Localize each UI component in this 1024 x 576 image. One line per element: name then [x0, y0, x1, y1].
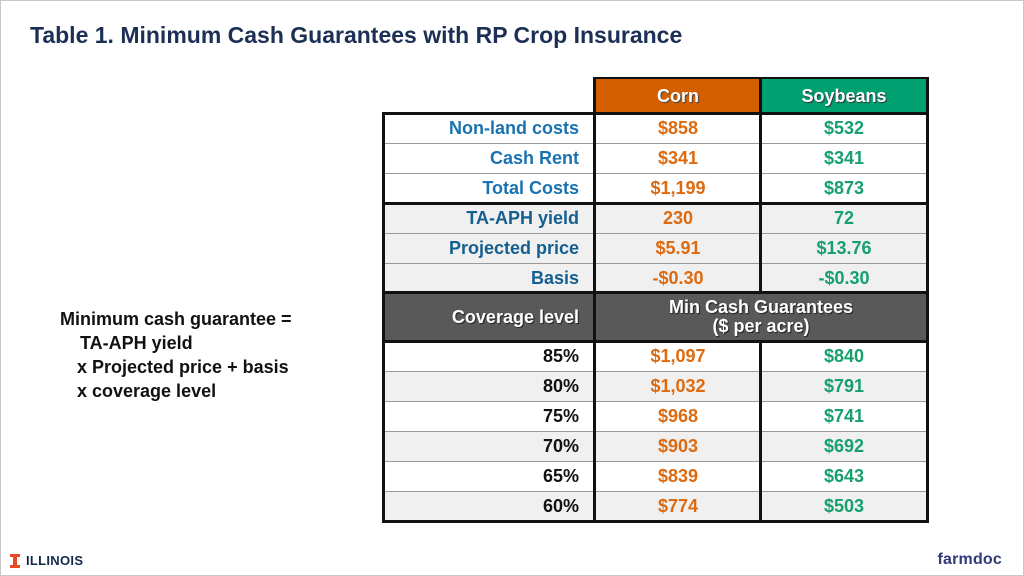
- cell-soy-total-costs: $873: [761, 173, 927, 203]
- cell-soy-projected-price: $13.76: [761, 233, 927, 263]
- formula-line-3: x Projected price + basis: [77, 357, 289, 377]
- illinois-logo: ILLINOIS: [10, 553, 83, 568]
- table-border: [382, 291, 929, 294]
- table-border: [593, 77, 596, 523]
- coverage-level-header: Coverage level: [383, 293, 595, 341]
- cell-corn-non-land-costs: $858: [595, 113, 761, 143]
- coverage-65: 65%: [383, 461, 595, 491]
- row-label-total-costs: Total Costs: [383, 173, 595, 203]
- row-divider: [383, 233, 928, 234]
- row-divider: [383, 401, 928, 402]
- formula-line-4: x coverage level: [77, 381, 217, 401]
- cell-corn-65: $839: [595, 461, 761, 491]
- cell-corn-basis: -$0.30: [595, 263, 761, 293]
- slide-title: Table 1. Minimum Cash Guarantees with RP…: [30, 22, 683, 48]
- column-header-soybeans: Soybeans: [760, 77, 928, 115]
- row-divider: [383, 461, 928, 462]
- cell-corn-80: $1,032: [595, 371, 761, 401]
- row-divider: [383, 173, 928, 174]
- cell-corn-75: $968: [595, 401, 761, 431]
- row-divider: [383, 263, 928, 264]
- cell-corn-60: $774: [595, 491, 761, 521]
- cell-corn-projected-price: $5.91: [595, 233, 761, 263]
- cell-soy-85: $840: [761, 341, 927, 371]
- row-divider: [383, 491, 928, 492]
- row-label-projected-price: Projected price: [383, 233, 595, 263]
- farmdoc-logo: farmdoc: [937, 551, 1002, 568]
- table-border: [382, 520, 929, 523]
- table-border: [382, 112, 385, 523]
- formula-text: Minimum cash guarantee = TA-APH yield x …: [60, 307, 292, 403]
- table-border: [382, 340, 929, 343]
- cell-corn-85: $1,097: [595, 341, 761, 371]
- formula-line-2: TA-APH yield: [80, 333, 193, 353]
- cell-corn-ta-aph-yield: 230: [595, 203, 761, 233]
- coverage-75: 75%: [383, 401, 595, 431]
- illinois-wordmark: ILLINOIS: [26, 553, 84, 568]
- table-border: [759, 77, 762, 293]
- coverage-80: 80%: [383, 371, 595, 401]
- row-label-cash-rent: Cash Rent: [383, 143, 595, 173]
- min-cash-guarantees-title: Min Cash Guarantees: [668, 297, 854, 317]
- row-label-non-land-costs: Non-land costs: [383, 113, 595, 143]
- cell-soy-60: $503: [761, 491, 927, 521]
- cell-corn-cash-rent: $341: [595, 143, 761, 173]
- table-border: [382, 112, 929, 115]
- row-label-ta-aph-yield: TA-APH yield: [383, 203, 595, 233]
- cell-soy-basis: -$0.30: [761, 263, 927, 293]
- coverage-60: 60%: [383, 491, 595, 521]
- row-label-basis: Basis: [383, 263, 595, 293]
- formula-line-1: Minimum cash guarantee =: [60, 309, 292, 329]
- cell-soy-cash-rent: $341: [761, 143, 927, 173]
- min-cash-guarantees-unit: ($ per acre): [712, 316, 810, 336]
- row-divider: [383, 431, 928, 432]
- row-divider: [383, 371, 928, 372]
- cell-soy-70: $692: [761, 431, 927, 461]
- column-header-corn: Corn: [594, 77, 762, 115]
- cell-soy-80: $791: [761, 371, 927, 401]
- cell-soy-65: $643: [761, 461, 927, 491]
- coverage-85: 85%: [383, 341, 595, 371]
- cell-soy-75: $741: [761, 401, 927, 431]
- coverage-70: 70%: [383, 431, 595, 461]
- table-border: [926, 77, 929, 523]
- cell-corn-total-costs: $1,199: [595, 173, 761, 203]
- row-divider: [383, 143, 928, 144]
- cell-corn-70: $903: [595, 431, 761, 461]
- cell-soy-ta-aph-yield: 72: [761, 203, 927, 233]
- min-cash-guarantees-header: Min Cash Guarantees ($ per acre): [595, 293, 927, 341]
- table-border: [382, 202, 929, 205]
- block-i-icon: [10, 553, 20, 568]
- table-border: [759, 340, 762, 523]
- cell-soy-non-land-costs: $532: [761, 113, 927, 143]
